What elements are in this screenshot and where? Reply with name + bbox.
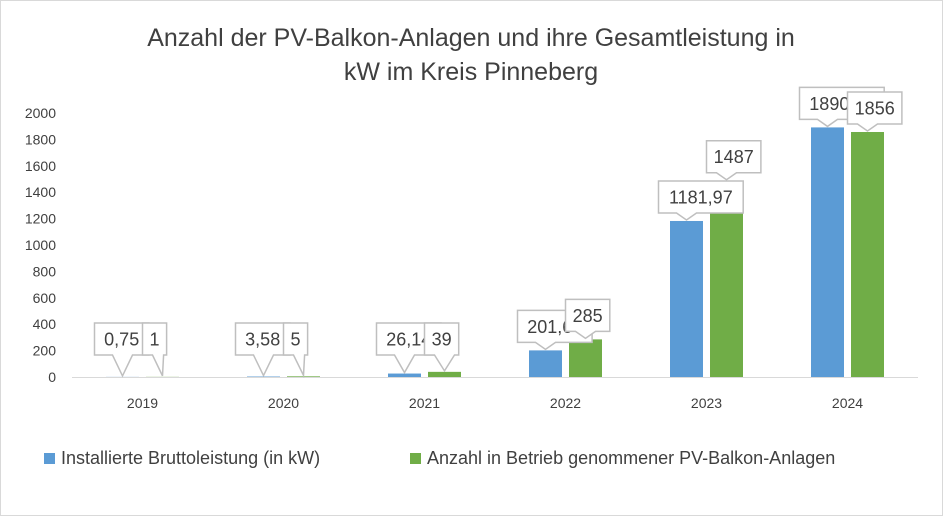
- y-tick-label: 800: [33, 263, 57, 279]
- y-tick-label: 1200: [25, 211, 56, 227]
- y-tick-label: 1000: [25, 237, 56, 253]
- data-label-callout-box: [564, 298, 611, 340]
- x-tick-label: 2024: [832, 395, 863, 411]
- bar-anzahl-2024: [851, 132, 884, 377]
- y-tick-label: 600: [33, 290, 57, 306]
- data-label: 3,58: [245, 329, 280, 349]
- x-tick-label: 2019: [127, 395, 158, 411]
- y-tick-label: 0: [48, 369, 56, 385]
- data-label-callout-box: [423, 322, 460, 373]
- x-tick-label: 2022: [550, 395, 581, 411]
- data-label-callout-box: [705, 139, 762, 181]
- y-tick-label: 2000: [25, 105, 56, 121]
- y-axis: 0 200 400 600 800 1000 1200 1400 1600 1800 2000: [25, 105, 56, 385]
- data-label: 1856: [855, 98, 895, 118]
- legend-swatch-bruttoleistung: [44, 453, 55, 464]
- x-tick-label: 2020: [268, 395, 299, 411]
- bars: [106, 127, 884, 377]
- data-label: 5: [291, 329, 301, 349]
- data-label: 285: [573, 306, 603, 326]
- data-label-callout-box: [846, 91, 903, 132]
- x-axis: 2019 2020 2021 2022 2023 2024: [72, 377, 918, 411]
- data-label: 1487: [714, 147, 754, 167]
- legend-swatch-anzahl: [410, 453, 421, 464]
- data-label-callout-box: [657, 180, 744, 221]
- y-tick-label: 400: [33, 316, 57, 332]
- x-tick-label: 2023: [691, 395, 722, 411]
- bar-bruttoleistung-2023: [670, 220, 703, 377]
- data-label-callout-box: [141, 322, 168, 377]
- data-label-callouts: 0,75 1 3,58 5 26,14 39201,642851181,971487189…: [93, 86, 903, 379]
- y-tick-label: 1800: [25, 131, 56, 147]
- data-label: 0,75: [104, 329, 139, 349]
- y-tick-label: 1600: [25, 158, 56, 174]
- bar-bruttoleistung-2021: [388, 373, 421, 377]
- data-label: 39: [432, 329, 452, 349]
- bar-anzahl-2022: [569, 339, 602, 377]
- y-tick-label: 200: [33, 343, 57, 359]
- bar-anzahl-2021: [428, 371, 461, 377]
- data-label: 26,14: [386, 329, 431, 349]
- bar-bruttoleistung-2024: [811, 127, 844, 377]
- legend-label-anzahl: Anzahl in Betrieb genommener PV-Balkon-A…: [427, 448, 835, 468]
- x-tick-label: 2021: [409, 395, 440, 411]
- legend: Installierte Bruttoleistung (in kW) Anzah…: [44, 448, 835, 468]
- chart-title-line-2: kW im Kreis Pinneberg: [344, 58, 598, 86]
- y-tick-label: 1400: [25, 184, 56, 200]
- data-label-callout-box: [282, 322, 309, 379]
- chart-title-line-1: Anzahl der PV-Balkon-Anlagen und ihre Ge…: [147, 24, 795, 52]
- bar-bruttoleistung-2022: [529, 350, 562, 377]
- data-label: 1181,97: [669, 187, 733, 207]
- data-label: 1: [150, 329, 160, 349]
- legend-label-bruttoleistung: Installierte Bruttoleistung (in kW): [61, 448, 320, 468]
